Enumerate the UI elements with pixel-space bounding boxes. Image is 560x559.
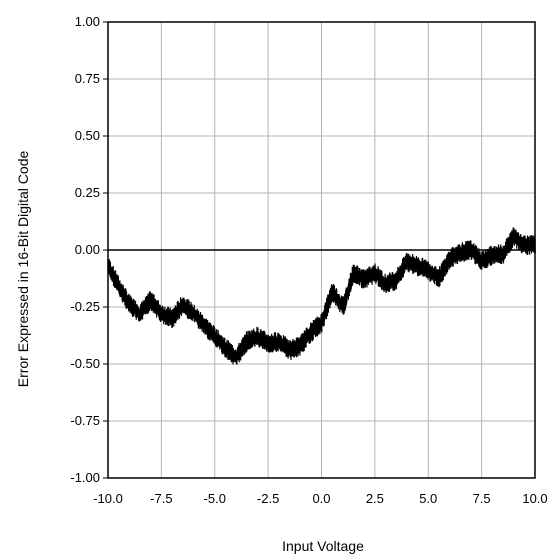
y-tick-label: -0.25 (70, 299, 100, 314)
x-tick-label: -5.0 (204, 491, 226, 506)
x-axis-title: Input Voltage (282, 538, 364, 554)
x-tick-label: -7.5 (150, 491, 172, 506)
x-tick-label: 7.5 (473, 491, 491, 506)
y-tick-label: -0.75 (70, 413, 100, 428)
plot-area (107, 21, 536, 479)
x-tick-label: 0.0 (312, 491, 330, 506)
x-tick-label: 2.5 (366, 491, 384, 506)
x-tick-label: 5.0 (419, 491, 437, 506)
y-tick-label: 0.25 (75, 185, 100, 200)
y-tick-label: 0.75 (75, 71, 100, 86)
y-tick-label: -1.00 (70, 470, 100, 485)
tick-labels: -10.0 -7.5 -5.0 -2.5 0.0 2.5 5.0 7.5 10.0 1.00 0.7… (70, 14, 547, 506)
error-trace (107, 227, 536, 365)
x-tick-label: -2.5 (257, 491, 279, 506)
x-tick-label: 10.0 (522, 491, 547, 506)
y-tick-label: 0.50 (75, 128, 100, 143)
y-tick-label: 0.00 (75, 242, 100, 257)
y-tick-label: 1.00 (75, 14, 100, 29)
x-tick-label: -10.0 (93, 491, 123, 506)
y-axis-title: Error Expressed in 16-Bit Digital Code (15, 151, 31, 388)
y-tick-label: -0.50 (70, 356, 100, 371)
